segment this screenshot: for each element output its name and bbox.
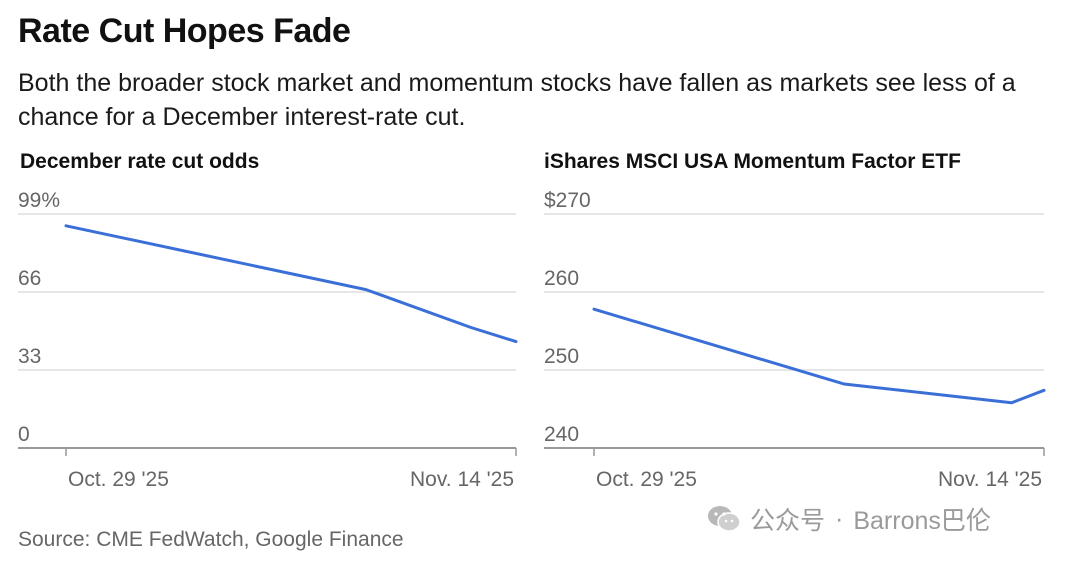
rate-cut-odds-chart: 0 33 66 99% Oct. 29 '25 Nov. 14 '25 [18, 189, 518, 491]
chart-title: Rate Cut Hopes Fade [18, 12, 351, 50]
source-note: Source: CME FedWatch, Google Finance [18, 528, 404, 551]
y-tick-label: 99% [18, 189, 60, 212]
y-tick-label: 0 [18, 423, 30, 446]
panel-title-rate-odds: December rate cut odds [20, 150, 260, 173]
wechat-icon [708, 506, 741, 532]
x-tick-label: Nov. 14 '25 [938, 468, 1042, 491]
watermark-brand: Barrons巴伦 [853, 507, 991, 535]
y-tick-label: 250 [544, 345, 579, 368]
y-tick-label: 240 [544, 423, 579, 446]
watermark: 公众号 · Barrons巴伦 [706, 502, 991, 536]
y-tick-label: $270 [544, 189, 591, 212]
series-line [592, 307, 1046, 405]
chart-subtitle: Both the broader stock market and moment… [18, 69, 1016, 131]
y-tick-label: 66 [18, 267, 41, 290]
x-tick-label: Oct. 29 '25 [68, 468, 169, 491]
series-line [64, 224, 518, 344]
watermark-separator: · [835, 504, 844, 533]
momentum-etf-chart: 240 250 260 $270 Oct. 29 '25 Nov. 14 '25 [544, 189, 1046, 491]
panel-title-momentum-etf: iShares MSCI USA Momentum Factor ETF [544, 150, 961, 173]
y-tick-label: 260 [544, 267, 579, 290]
x-tick-label: Oct. 29 '25 [596, 468, 697, 491]
x-tick-label: Nov. 14 '25 [410, 468, 514, 491]
watermark-prefix: 公众号 [750, 507, 826, 535]
y-tick-label: 33 [18, 345, 41, 368]
